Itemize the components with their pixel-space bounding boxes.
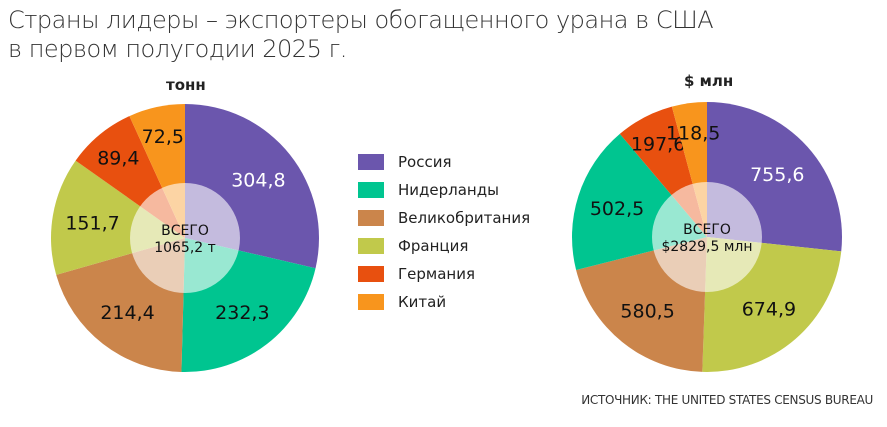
- slice-value-label: 232,3: [215, 302, 269, 324]
- chart-title: Страны лидеры – экспортеры обогащенного …: [8, 6, 714, 64]
- source-note: ИСТОЧНИК: THE UNITED STATES CENSUS BUREA…: [581, 393, 873, 407]
- legend-swatch: [358, 182, 384, 198]
- legend: Россия Нидерланды Великобритания Франция…: [358, 148, 530, 316]
- legend-label: Великобритания: [398, 209, 531, 227]
- legend-item: Россия: [358, 148, 530, 176]
- slice-value-label: 197,6: [631, 134, 685, 156]
- legend-swatch: [358, 238, 384, 254]
- slice-value-label: 72,5: [142, 126, 184, 148]
- legend-item: Франция: [358, 232, 530, 260]
- legend-label: Германия: [398, 265, 475, 283]
- right-unit-label: $ млн: [684, 72, 734, 90]
- title-line-1: Страны лидеры – экспортеры обогащенного …: [8, 6, 714, 34]
- legend-swatch: [358, 266, 384, 282]
- title-line-2: в первом полугодии 2025 г.: [8, 35, 347, 63]
- legend-item: Нидерланды: [358, 176, 530, 204]
- center-circle: [652, 182, 762, 292]
- center-label: ВСЕГО: [161, 223, 209, 239]
- legend-label: Китай: [398, 293, 447, 311]
- slice-value-label: 502,5: [590, 198, 644, 220]
- slice-value-label: 214,4: [100, 302, 154, 324]
- legend-label: Франция: [398, 237, 469, 255]
- center-circle: [130, 183, 240, 293]
- slice-value-label: 755,6: [750, 164, 804, 186]
- slice-value-label: 89,4: [97, 147, 139, 169]
- legend-label: Россия: [398, 153, 452, 171]
- slice-value-label: 151,7: [65, 212, 119, 234]
- slice-value-label: 304,8: [231, 170, 285, 192]
- legend-item: Германия: [358, 260, 530, 288]
- slice-value-label: 674,9: [742, 298, 796, 320]
- left-unit-label: тонн: [166, 76, 206, 94]
- legend-item: Великобритания: [358, 204, 530, 232]
- legend-item: Китай: [358, 288, 530, 316]
- slice-value-label: 118,5: [666, 123, 720, 145]
- legend-swatch: [358, 294, 384, 310]
- slice-value-label: 580,5: [620, 301, 674, 323]
- center-total: $2829,5 млн: [661, 239, 752, 255]
- center-total: 1065,2 т: [154, 240, 216, 256]
- center-label: ВСЕГО: [683, 222, 731, 238]
- legend-swatch: [358, 154, 384, 170]
- legend-swatch: [358, 210, 384, 226]
- legend-label: Нидерланды: [398, 181, 499, 199]
